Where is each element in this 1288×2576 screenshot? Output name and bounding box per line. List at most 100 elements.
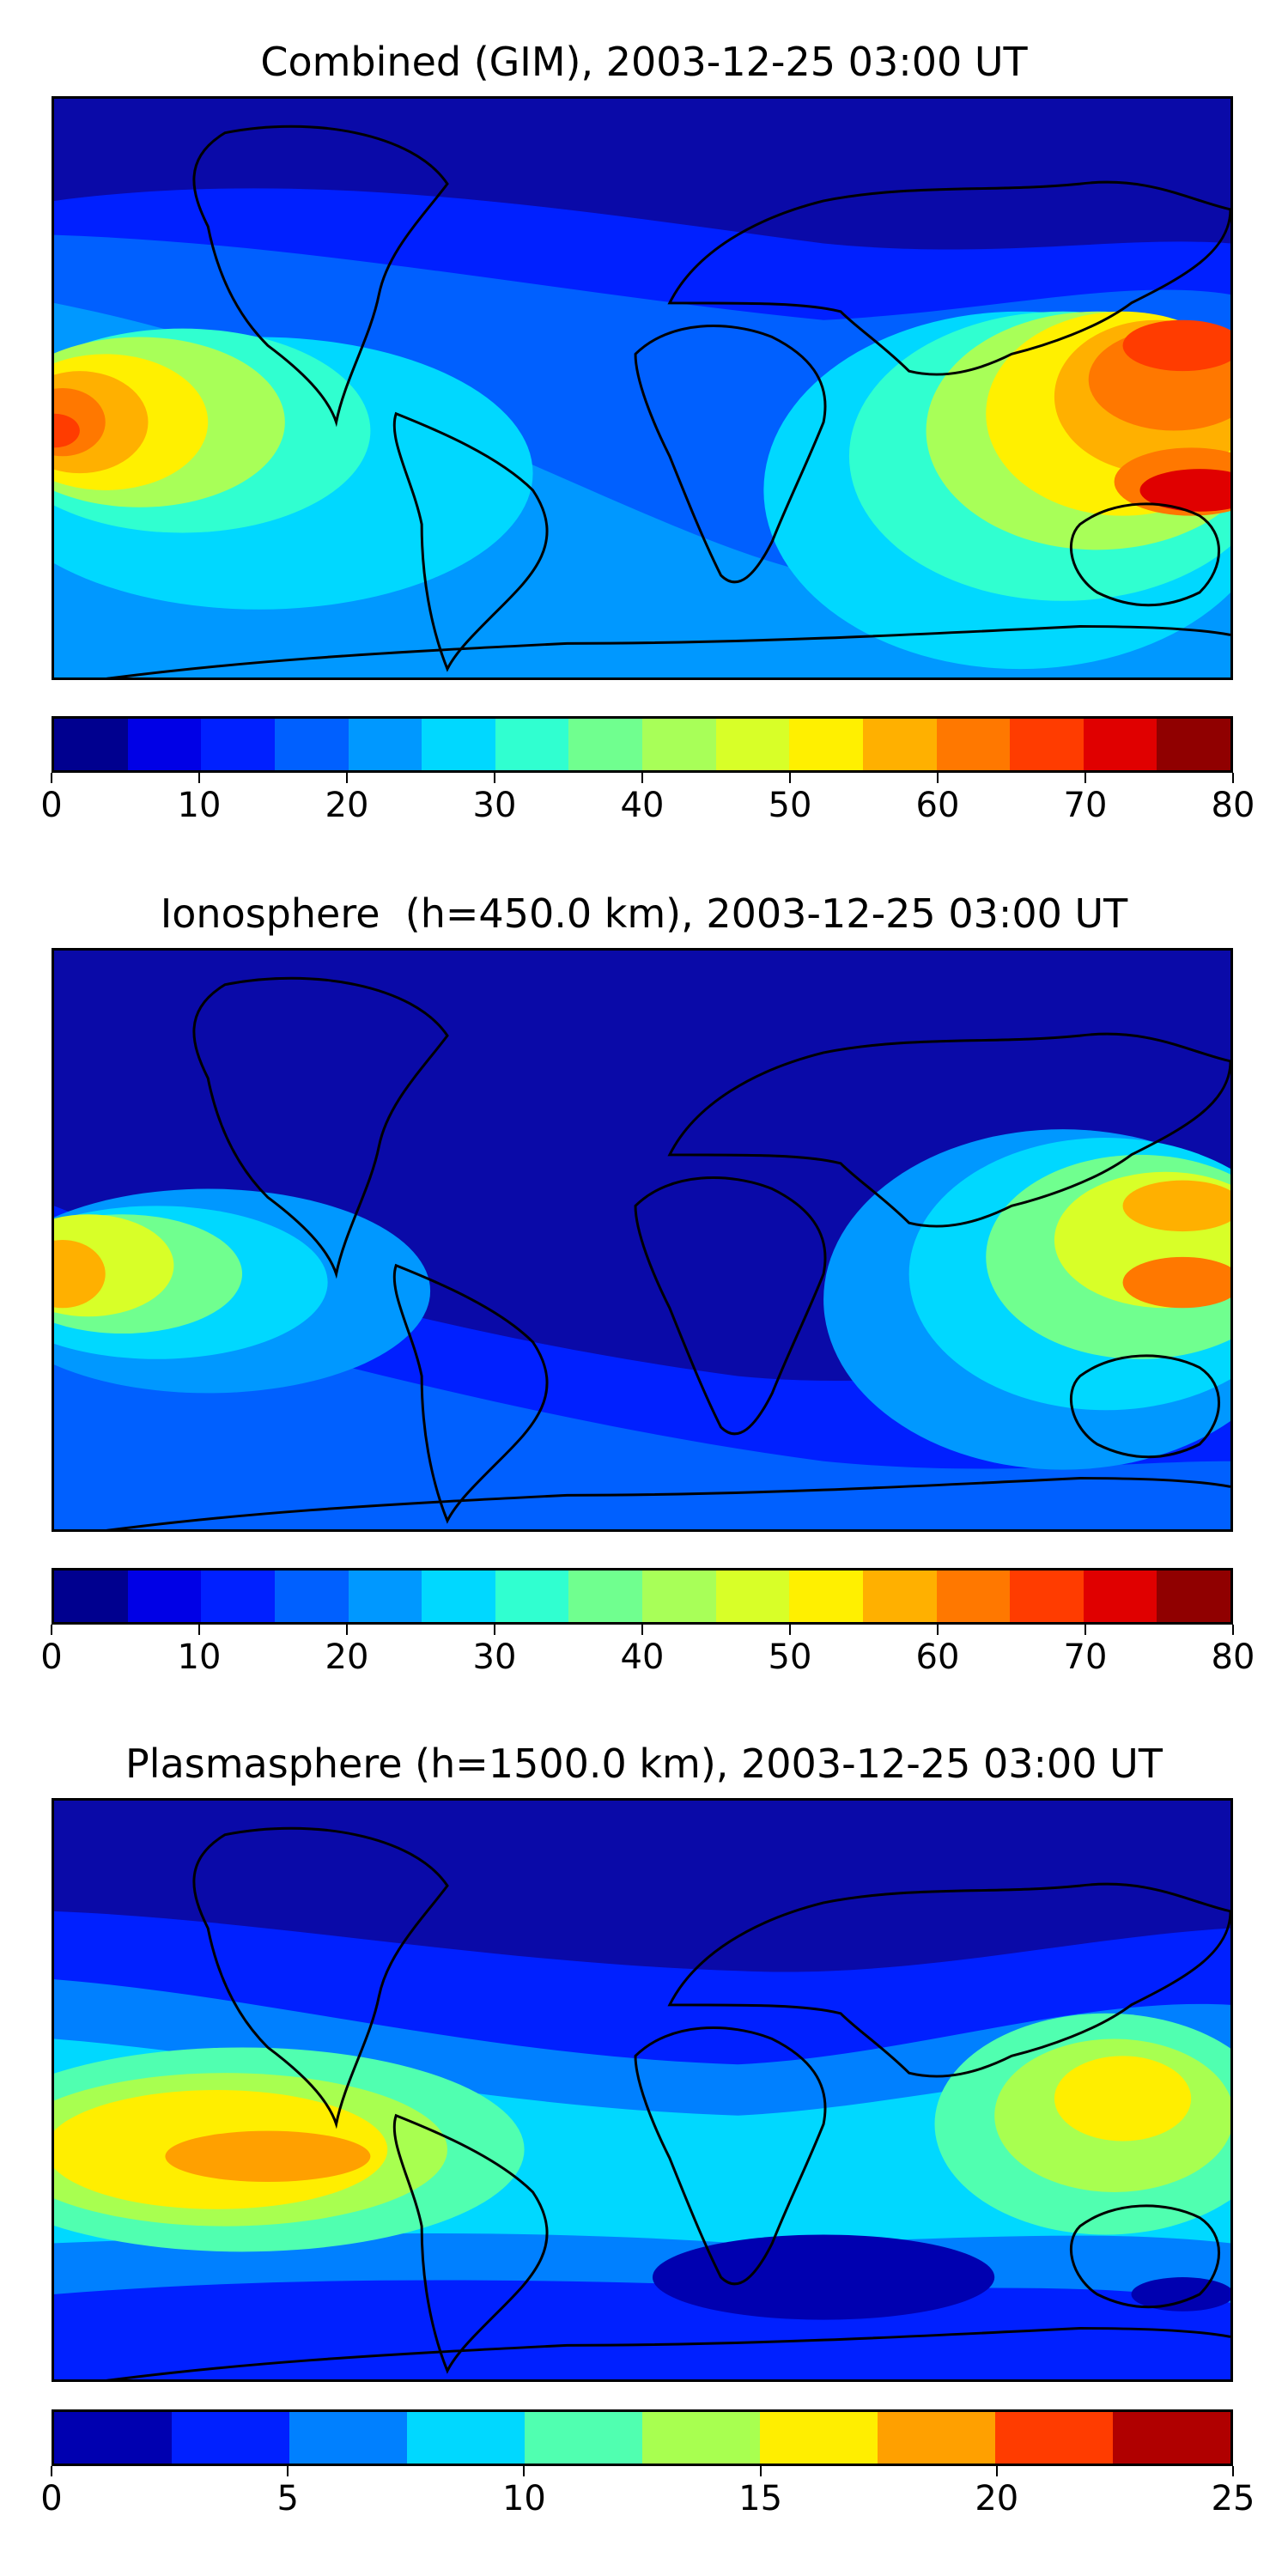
colorbar-tick [641, 1625, 643, 1635]
colorbar-segment [715, 1571, 790, 1622]
colorbar-tick-label: 80 [1211, 786, 1255, 825]
coastline-north-america [192, 976, 449, 1279]
colorbar-tick [1232, 773, 1234, 783]
coastline-australia [1069, 502, 1220, 607]
colorbar-tick-label: 10 [177, 786, 222, 825]
coastline-africa [634, 2026, 827, 2286]
colorbar-segment [642, 1571, 716, 1622]
colorbar-tick [759, 2466, 762, 2476]
contour-band [54, 1291, 1230, 1529]
colorbar-tick-label: 80 [1211, 1637, 1255, 1677]
coastlines [106, 125, 1230, 677]
colorbar-tick [1232, 1625, 1234, 1635]
coastline-eurasia [667, 180, 1230, 376]
colorbar-segment [862, 719, 937, 770]
panel-1-colorbar-ticks: 0 10 20 30 40 50 60 70 80 [40, 773, 1255, 825]
coastline-south-america [392, 1263, 549, 1524]
colorbar-segment [878, 2412, 995, 2464]
colorbar-segment [1010, 1571, 1084, 1622]
panel-2-map-svg [54, 951, 1230, 1529]
colorbar-tick-label: 50 [768, 786, 812, 825]
contour-band [1122, 1256, 1230, 1309]
contour-band [165, 2130, 371, 2183]
panel-1-colorbar [52, 716, 1233, 773]
colorbar-tick [1084, 1625, 1086, 1635]
colorbar-segment [1157, 719, 1230, 770]
panel-3-map [52, 1798, 1233, 2382]
coastline-antarctica [106, 1477, 1230, 1529]
colorbar-segment [54, 719, 128, 770]
colorbar-segment [1157, 1571, 1230, 1622]
coastline-eurasia [667, 1032, 1230, 1228]
colorbar-tick [789, 773, 791, 783]
panel-1-map [52, 96, 1233, 680]
colorbar-tick [494, 773, 495, 783]
coastline-north-america [192, 125, 449, 428]
colorbar-segment [495, 1571, 569, 1622]
colorbar-segment [642, 719, 716, 770]
colorbar-tick-label: 30 [472, 786, 517, 825]
coastline-africa [634, 325, 827, 584]
colorbar-tick-label: 70 [1063, 786, 1108, 825]
colorbar-tick-label: 40 [620, 1637, 665, 1677]
colorbar-tick [523, 2466, 526, 2476]
coastline-antarctica [106, 2327, 1230, 2379]
colorbar-tick [198, 1625, 200, 1635]
colorbar-tick-label: 5 [276, 2479, 299, 2518]
colorbar-tick [346, 773, 348, 783]
colorbar-tick [1084, 773, 1086, 783]
panel-2-title: Ionosphere (h=450.0 km), 2003-12-25 03:0… [160, 890, 1128, 937]
coastlines [106, 976, 1230, 1529]
colorbar-tick [51, 2466, 52, 2476]
colorbar-segment [862, 1571, 937, 1622]
coastline-south-america [392, 411, 549, 672]
panel-2-colorbar-ticks: 0 10 20 30 40 50 60 70 80 [40, 1625, 1255, 1677]
colorbar-segment [1113, 2412, 1230, 2464]
colorbar-segment [348, 1571, 422, 1622]
colorbar-tick [346, 1625, 348, 1635]
coastline-australia [1069, 1354, 1220, 1459]
colorbar-segment [495, 719, 569, 770]
colorbar-segment [201, 1571, 275, 1622]
colorbar-segment [789, 1571, 863, 1622]
colorbar-tick [494, 1625, 495, 1635]
coastlines [106, 1826, 1230, 2379]
colorbar-tick-label: 0 [40, 786, 63, 825]
coastline-eurasia [667, 1882, 1230, 2078]
colorbar-tick [1232, 2466, 1234, 2476]
colorbar-tick [287, 2466, 289, 2476]
colorbar-tick-label: 20 [325, 786, 369, 825]
colorbar-segment [127, 1571, 202, 1622]
colorbar-tick-label: 50 [768, 1637, 812, 1677]
colorbar-tick [995, 2466, 998, 2476]
colorbar-segment [936, 1571, 1011, 1622]
colorbar-tick-label: 10 [177, 1637, 222, 1677]
colorbar-tick-label: 20 [975, 2479, 1019, 2518]
colorbar-segment [1083, 719, 1157, 770]
panel-1-map-svg [54, 99, 1230, 677]
contour-band [1139, 469, 1230, 512]
colorbar-tick-label: 15 [738, 2479, 783, 2518]
panel-2-colorbar [52, 1568, 1233, 1625]
colorbar-tick [198, 773, 200, 783]
colorbar-segment [995, 2412, 1113, 2464]
coastline-antarctica [106, 625, 1230, 677]
panel-2-map [52, 948, 1233, 1532]
colorbar-tick-label: 60 [915, 1637, 960, 1677]
colorbar-tick-label: 30 [472, 1637, 517, 1677]
colorbar-segment [127, 719, 202, 770]
colorbar-segment [568, 1571, 642, 1622]
colorbar-tick-label: 10 [501, 2479, 546, 2518]
colorbar-segment [936, 719, 1011, 770]
colorbar-segment [525, 2412, 642, 2464]
colorbar-tick [937, 1625, 939, 1635]
colorbar-tick [937, 773, 939, 783]
panel-3-colorbar [52, 2409, 1233, 2466]
colorbar-tick-label: 25 [1211, 2479, 1255, 2518]
colorbar-tick [641, 773, 643, 783]
contour-band [54, 413, 80, 448]
coastline-north-america [192, 1826, 449, 2129]
coastline-africa [634, 1176, 827, 1436]
panel-3-map-svg [54, 1801, 1230, 2379]
colorbar-segment [201, 719, 275, 770]
